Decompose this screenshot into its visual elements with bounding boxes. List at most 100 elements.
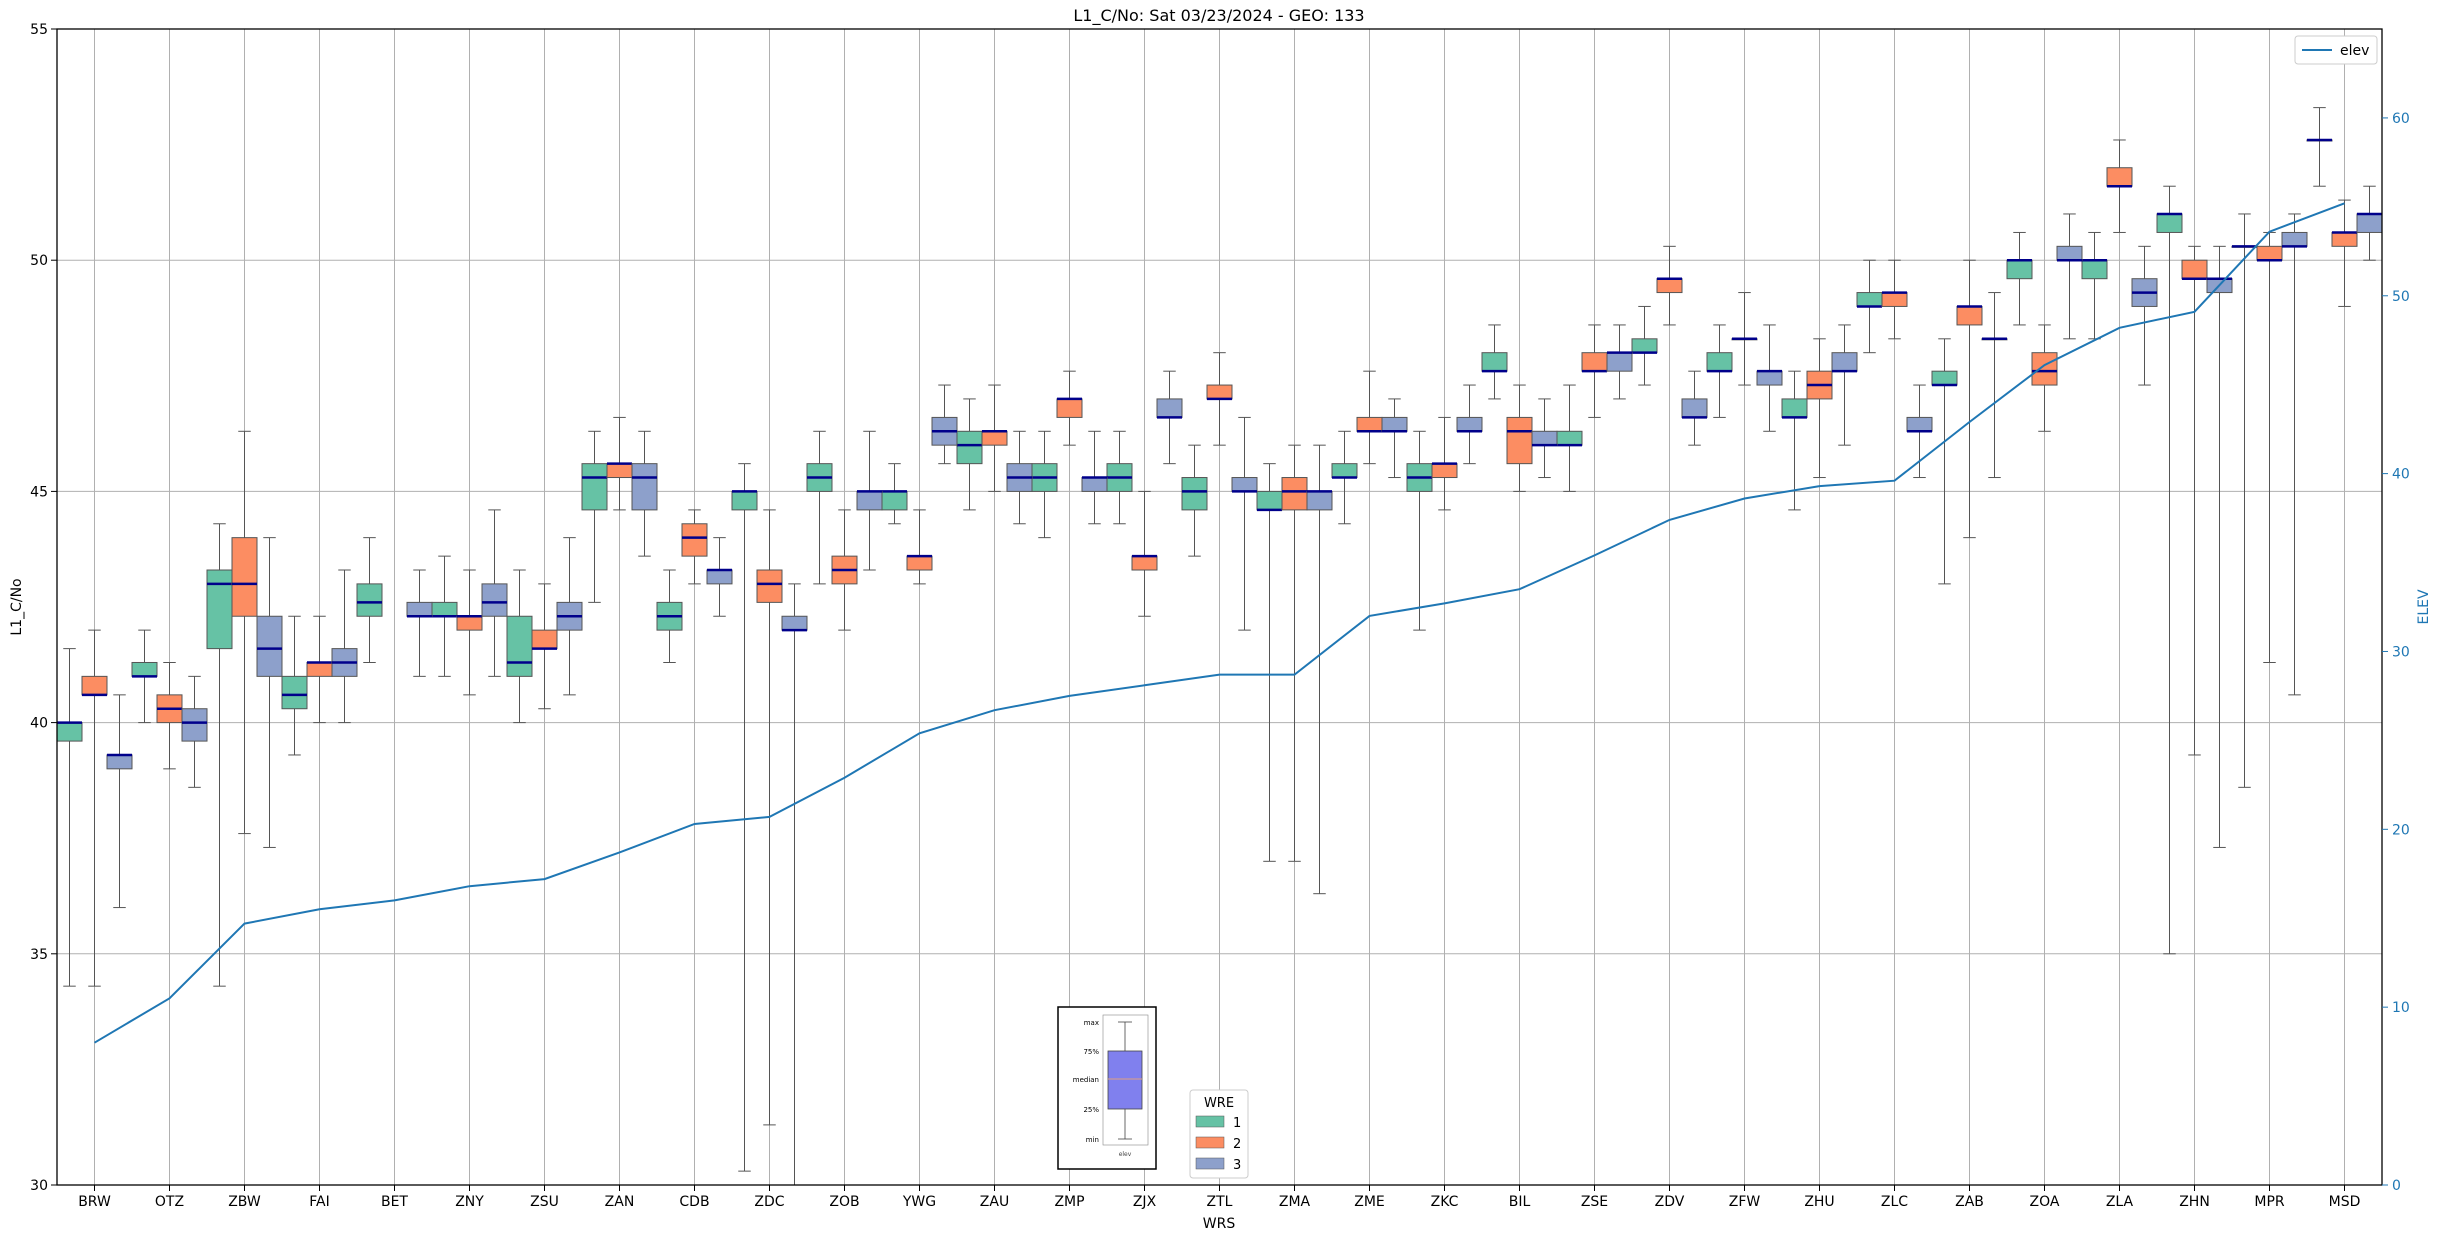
box-iqr (481, 583, 508, 617)
box-ZOB-wre1 (806, 430, 833, 585)
box-iqr (1881, 292, 1908, 307)
legend-wre-label-1: 1 (1233, 1116, 1241, 1131)
box-ZAU-wre1 (956, 398, 983, 511)
box-ZDC-wre1 (731, 463, 758, 1172)
legend-elev: elev (2294, 35, 2378, 65)
box-ZOA-wre3 (2056, 213, 2083, 340)
box-iqr (1056, 398, 1083, 418)
box-ZAU-wre3 (1006, 430, 1033, 525)
box-MPR-wre1 (2231, 213, 2258, 788)
box-iqr (2156, 213, 2183, 233)
box-ZOA-wre1 (2006, 231, 2033, 326)
x-tick-label: ZHU (1804, 1194, 1834, 1210)
box-ZJX-wre2 (1131, 490, 1158, 617)
box-FAI-wre3 (331, 569, 358, 724)
box-ZDV-wre3 (1681, 370, 1708, 446)
box-ZSU-wre3 (556, 537, 583, 696)
y-right-tick-label: 40 (2392, 467, 2410, 483)
legend-elev-label: elev (2340, 43, 2369, 59)
boxplot-key-median-label: median (1073, 1076, 1099, 1084)
x-tick-label: BRW (78, 1194, 111, 1210)
box-iqr (956, 430, 983, 465)
box-iqr (1906, 416, 1933, 432)
box-ZDV-wre1 (1631, 305, 1658, 386)
x-tick-label: ZAN (605, 1194, 635, 1210)
box-ZBW-wre3 (256, 537, 283, 848)
y-right-tick-label: 0 (2392, 1178, 2401, 1194)
box-iqr (1181, 477, 1208, 511)
box-ZSU-wre1 (506, 569, 533, 724)
y-tick-label: 30 (30, 1178, 48, 1194)
box-BIL-wre3 (1531, 398, 1558, 479)
box-MSD-wre2 (2331, 199, 2358, 307)
box-iqr (1256, 490, 1283, 511)
boxplot-key-box (1107, 1050, 1143, 1110)
box-ZHU-wre2 (1806, 338, 1833, 479)
box-OTZ-wre1 (131, 629, 158, 724)
elev-series (93, 202, 2345, 1044)
box-ZBW-wre2 (231, 430, 258, 835)
boxplot-key-caption: elev (1119, 1151, 1132, 1158)
box-iqr (1756, 370, 1783, 386)
box-FAI-wre2 (306, 615, 333, 724)
box-BET-wre3 (406, 569, 433, 677)
x-tick-label: ZBW (228, 1194, 261, 1210)
legend-wre-swatch-3 (1195, 1157, 1225, 1170)
y-tick-label: 55 (30, 22, 48, 38)
box-MSD-wre3 (2356, 185, 2383, 261)
x-tick-label: ZTL (1207, 1194, 1233, 1210)
box-ZLC-wre2 (1881, 259, 1908, 340)
box-ZJX-wre3 (1156, 370, 1183, 465)
box-iqr (581, 463, 608, 511)
box-iqr (1156, 398, 1183, 418)
x-tick-label: ZLC (1881, 1194, 1908, 1210)
box-iqr (1781, 398, 1808, 418)
legend-wre-swatch-2 (1195, 1136, 1225, 1149)
box-FAI-wre1 (281, 615, 308, 756)
box-ZOA-wre2 (2031, 324, 2058, 432)
y-right-tick-label: 50 (2392, 289, 2410, 305)
box-ZHU-wre3 (1831, 324, 1858, 446)
box-iqr (1356, 416, 1383, 432)
box-ZAU-wre2 (981, 384, 1008, 492)
x-tick-label: MPR (2254, 1194, 2285, 1210)
box-iqr (781, 615, 808, 631)
box-iqr (1556, 430, 1583, 446)
legend-wre: WRE 1 2 3 (1189, 1089, 1249, 1179)
box-ZBW-wre1 (206, 523, 233, 987)
box-iqr (1456, 416, 1483, 432)
box-iqr (1081, 477, 1108, 492)
box-ZHU-wre1 (1781, 370, 1808, 511)
box-iqr (1531, 430, 1558, 446)
box-MPR-wre2 (2256, 231, 2283, 663)
box-iqr (1956, 305, 1983, 326)
box-ZAN-wre1 (581, 430, 608, 603)
box-iqr (2281, 231, 2308, 247)
legend-wre-swatch-1 (1195, 1115, 1225, 1128)
box-BET-wre1 (356, 537, 383, 663)
legend-wre-label-2: 2 (1233, 1137, 1241, 1152)
box-iqr (1231, 477, 1258, 492)
legend-wre-label-3: 3 (1233, 1158, 1241, 1173)
box-ZMA-wre3 (1306, 444, 1333, 895)
box-iqr (1131, 555, 1158, 571)
box-ZLC-wre3 (1906, 384, 1933, 479)
y-tick-label: 45 (30, 484, 48, 500)
box-iqr (2031, 352, 2058, 386)
box-ZLC-wre1 (1856, 259, 1883, 354)
box-series (56, 107, 2383, 1185)
box-iqr (856, 490, 883, 511)
box-CDB-wre2 (681, 509, 708, 585)
box-ZDC-wre2 (756, 509, 783, 1126)
box-iqr (1656, 278, 1683, 294)
box-iqr (506, 615, 533, 677)
boxplot-key-p75-label: 75% (1083, 1048, 1099, 1056)
boxplot-key-p25-label: 25% (1083, 1106, 1099, 1114)
legend-wre-frame (1189, 1089, 1249, 1179)
box-iqr (2056, 245, 2083, 261)
box-ZLA-wre2 (2106, 139, 2133, 233)
box-ZHN-wre2 (2181, 245, 2208, 756)
box-ZTL-wre3 (1231, 416, 1258, 631)
box-ZFW-wre2 (1731, 292, 1758, 386)
x-tick-label: ZFW (1729, 1194, 1761, 1210)
